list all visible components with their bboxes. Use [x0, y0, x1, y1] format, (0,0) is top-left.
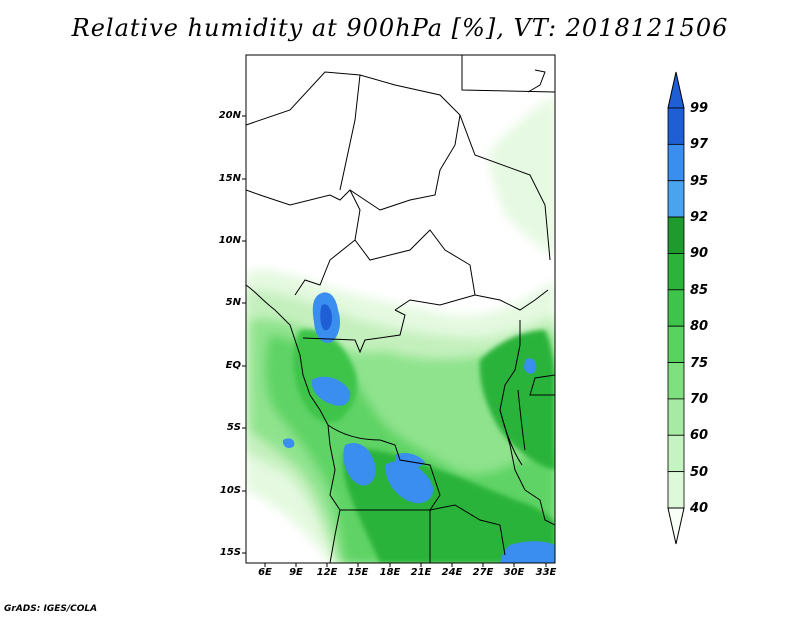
- lat-label-10s: 10S: [205, 485, 241, 496]
- lat-label-5s: 5S: [205, 422, 241, 433]
- colorbar-label-99: 99: [690, 101, 708, 116]
- lat-label-5n: 5N: [205, 297, 241, 308]
- lat-label-20n: 20N: [205, 110, 241, 121]
- colorbar-segment-1: [668, 144, 684, 180]
- colorbar-segment-8: [668, 399, 684, 435]
- lat-label-15n: 15N: [205, 173, 241, 184]
- colorbar-segment-3: [668, 217, 684, 253]
- colorbar-label-60: 60: [690, 428, 708, 443]
- lat-label-eq: EQ: [205, 360, 241, 371]
- colorbar-label-40: 40: [690, 501, 708, 516]
- colorbar-label-92: 92: [690, 210, 708, 225]
- colorbar-bottom-triangle: [668, 508, 684, 544]
- colorbar-segment-10: [668, 472, 684, 508]
- lat-label-15s: 15S: [205, 547, 241, 558]
- lon-label-33e: 33E: [526, 567, 566, 578]
- colorbar-label-80: 80: [690, 319, 708, 334]
- colorbar-segment-4: [668, 253, 684, 289]
- colorbar-segment-2: [668, 181, 684, 217]
- colorbar-label-90: 90: [690, 246, 708, 261]
- credit-text: GrADS: IGES/COLA: [4, 604, 97, 614]
- lat-label-10n: 10N: [205, 235, 241, 246]
- colorbar-label-75: 75: [690, 356, 708, 371]
- colorbar-top-triangle: [668, 72, 684, 108]
- colorbar-label-50: 50: [690, 465, 708, 480]
- colorbar-label-97: 97: [690, 137, 708, 152]
- colorbar: [668, 72, 684, 544]
- colorbar-label-70: 70: [690, 392, 708, 407]
- colorbar-label-85: 85: [690, 283, 708, 298]
- colorbar-segment-5: [668, 290, 684, 326]
- colorbar-segment-0: [668, 108, 684, 144]
- colorbar-label-95: 95: [690, 174, 708, 189]
- humidity-field: [246, 55, 555, 563]
- colorbar-segment-7: [668, 363, 684, 399]
- colorbar-segment-9: [668, 435, 684, 471]
- colorbar-segment-6: [668, 326, 684, 362]
